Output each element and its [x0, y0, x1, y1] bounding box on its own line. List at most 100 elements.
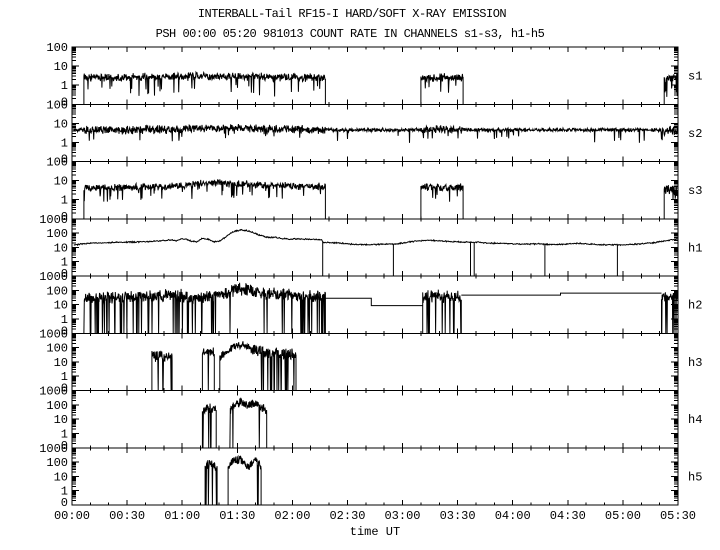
ytick-label-h1-0: 0 — [61, 267, 68, 281]
ytick-label-h3-1000: 1000 — [39, 327, 68, 341]
ytick-label-h2-100: 100 — [46, 284, 68, 298]
panel-label-s1: s1 — [688, 70, 702, 84]
ytick-label-h3-10: 10 — [54, 356, 68, 370]
series-s1-seg1 — [420, 72, 464, 105]
panel-border-s3 — [71, 161, 679, 220]
ytick-label-s2-10: 10 — [54, 117, 68, 131]
panel-frame-h5 — [71, 447, 679, 506]
series-h5-seg1 — [227, 454, 262, 505]
series-h2-seg1 — [325, 297, 423, 307]
x-axis-title: time UT — [350, 525, 400, 539]
panel-border-h5 — [71, 447, 679, 506]
xtick-label-01:00: 01:00 — [164, 509, 200, 523]
series-s3-seg0 — [83, 179, 326, 219]
series-h2-seg3 — [461, 292, 662, 296]
ytick-label-s2-1: 1 — [61, 136, 68, 150]
ticks-h2 — [71, 275, 679, 334]
panel-border-h1 — [71, 218, 679, 277]
xtick-label-04:00: 04:00 — [495, 509, 531, 523]
ytick-label-h2-1: 1 — [61, 313, 68, 327]
series-group-s3 — [83, 179, 678, 219]
ytick-label-h4-10: 10 — [54, 413, 68, 427]
series-s2-seg0 — [73, 123, 678, 143]
ytick-label-h3-1: 1 — [61, 370, 68, 384]
ytick-label-h2-0: 0 — [61, 324, 68, 338]
series-s1-seg2 — [663, 73, 678, 105]
ytick-label-h4-1: 1 — [61, 427, 68, 441]
panel-frame-s3 — [71, 161, 679, 220]
panel-frame-h4 — [71, 390, 679, 449]
panel-label-s2: s2 — [688, 127, 702, 141]
ticks-s1 — [71, 46, 679, 105]
chart-subtitle: PSH 00:00 05:20 981013 COUNT RATE IN CHA… — [156, 27, 545, 41]
panel-label-h3: h3 — [688, 356, 702, 370]
series-h2-seg2 — [422, 289, 462, 334]
labels-layer: 1001010s11001010s21001010s310001001010h1… — [39, 41, 702, 523]
ytick-label-h4-0: 0 — [61, 439, 68, 453]
panel-frame-h2 — [71, 275, 679, 334]
xtick-label-05:00: 05:00 — [605, 509, 641, 523]
panel-label-h2: h2 — [688, 299, 702, 313]
axes-layer — [71, 46, 679, 506]
xtick-label-02:00: 02:00 — [274, 509, 310, 523]
ytick-label-h1-100: 100 — [46, 227, 68, 241]
series-h3-seg2 — [219, 341, 297, 391]
ytick-label-s2-100: 100 — [46, 98, 68, 112]
ytick-label-h2-10: 10 — [54, 299, 68, 313]
ytick-label-s3-10: 10 — [54, 175, 68, 189]
ticks-h4 — [71, 390, 679, 449]
ticks-h3 — [71, 332, 679, 391]
ytick-label-h4-100: 100 — [46, 399, 68, 413]
ytick-label-h4-1000: 1000 — [39, 385, 68, 399]
ytick-label-h5-100: 100 — [46, 456, 68, 470]
ytick-label-s1-1: 1 — [61, 79, 68, 93]
panel-frame-s2 — [71, 103, 679, 162]
ytick-label-s1-10: 10 — [54, 60, 68, 74]
panel-label-h5: h5 — [688, 470, 702, 484]
series-group-h2 — [83, 282, 678, 334]
ytick-label-h3-100: 100 — [46, 342, 68, 356]
ytick-label-s3-1: 1 — [61, 194, 68, 208]
series-group-s1 — [83, 70, 678, 105]
series-group-h4 — [201, 397, 268, 448]
series-h1-seg0 — [73, 228, 678, 247]
series-h3-seg1 — [201, 347, 215, 391]
xtick-label-05:30: 05:30 — [660, 509, 696, 523]
ytick-label-s1-0: 0 — [61, 95, 68, 109]
series-group-h5 — [204, 454, 262, 505]
ytick-label-s3-100: 100 — [46, 156, 68, 170]
series-h4-seg1 — [229, 397, 268, 448]
xtick-label-04:30: 04:30 — [550, 509, 586, 523]
ticks-h5 — [71, 447, 679, 506]
series-h2-seg4 — [661, 291, 678, 334]
ticks-s3 — [71, 161, 679, 220]
ytick-label-s3-0: 0 — [61, 210, 68, 224]
panel-border-s2 — [71, 103, 679, 162]
series-s1-seg0 — [83, 70, 326, 105]
ytick-label-h1-1000: 1000 — [39, 213, 68, 227]
ytick-label-h5-0: 0 — [61, 496, 68, 510]
xtick-label-03:30: 03:30 — [440, 509, 476, 523]
panel-frame-h1 — [71, 218, 679, 277]
xtick-label-01:30: 01:30 — [219, 509, 255, 523]
ytick-label-h3-0: 0 — [61, 382, 68, 396]
panel-label-h1: h1 — [688, 241, 702, 255]
series-group-h1 — [73, 228, 678, 276]
series-s3-seg2 — [663, 185, 678, 219]
series-h5-seg0 — [204, 460, 218, 505]
ytick-label-h5-1000: 1000 — [39, 442, 68, 456]
xtick-label-02:30: 02:30 — [329, 509, 365, 523]
ytick-label-h5-10: 10 — [54, 470, 68, 484]
panel-border-h4 — [71, 390, 679, 449]
series-group-s2 — [73, 123, 678, 143]
ytick-label-h5-1: 1 — [61, 485, 68, 499]
series-h2-seg0 — [83, 282, 326, 334]
xtick-label-00:30: 00:30 — [109, 509, 145, 523]
ticks-h1 — [71, 218, 679, 277]
dropout-lines-h1 — [322, 241, 618, 276]
series-h3-seg0 — [151, 350, 173, 391]
xtick-label-00:00: 00:00 — [54, 509, 90, 523]
ytick-label-s1-100: 100 — [46, 41, 68, 55]
